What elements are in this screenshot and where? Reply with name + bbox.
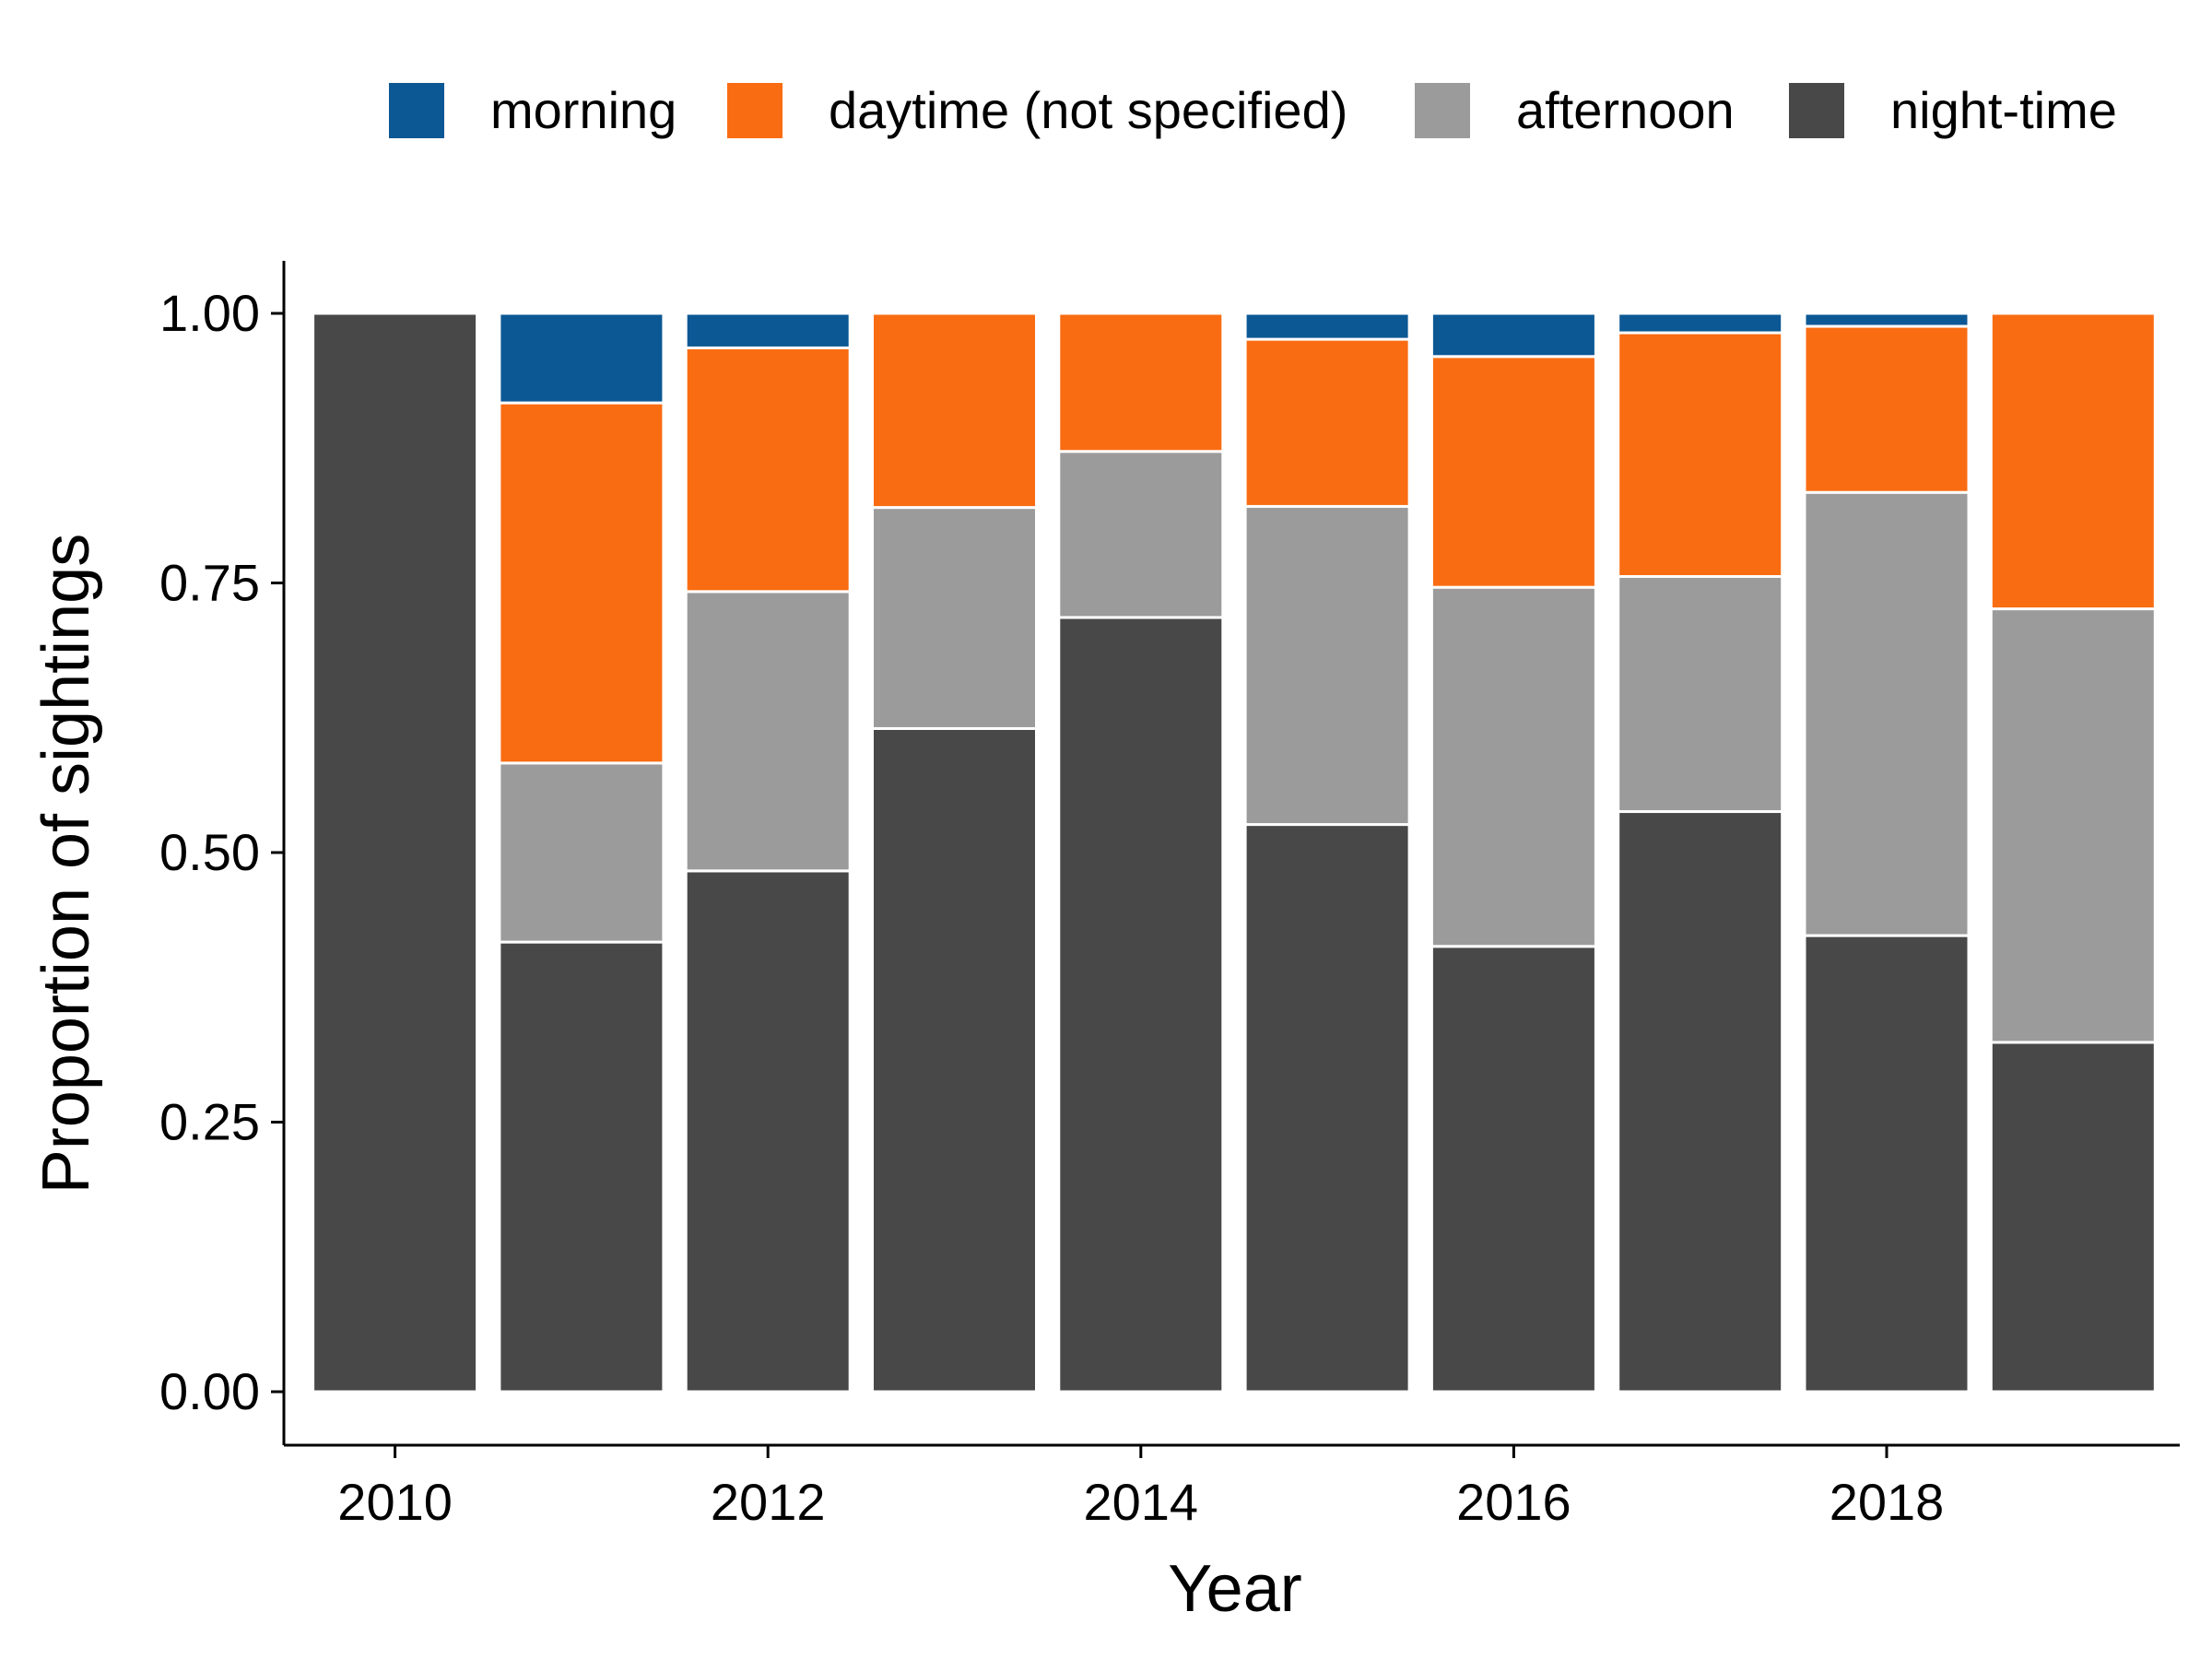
bar-segment-night-time-2018: [1803, 934, 1971, 1394]
y-tick-label: 0.75: [159, 554, 260, 612]
legend: morning daytime (not specified) afternoon n…: [389, 81, 2117, 139]
x-tick-label: 2018: [1830, 1473, 1945, 1531]
bar-segment-daytime-not-specified-2018: [1803, 324, 1971, 494]
legend-swatch-daytime-not-specified: [727, 83, 782, 138]
legend-label-night-time: night-time: [1890, 81, 2117, 139]
bars: [312, 312, 2157, 1394]
legend-label-daytime-not-specified: daytime (not specified): [829, 81, 1347, 139]
legend-swatch-night-time: [1789, 83, 1844, 138]
bar-segment-night-time-2014: [1057, 616, 1225, 1394]
bar-segment-afternoon-2018: [1803, 490, 1971, 937]
y-axis-title: Proportion of sightings: [29, 534, 103, 1194]
legend-label-afternoon: afternoon: [1516, 81, 1735, 139]
bar-segment-daytime-not-specified-2016: [1430, 355, 1597, 589]
bar-segment-afternoon-2015: [1243, 504, 1411, 827]
bar-segment-morning-2011: [498, 312, 665, 405]
bar-segment-daytime-not-specified-2013: [871, 312, 1038, 510]
legend-label-morning: morning: [490, 81, 677, 139]
legend-swatch-afternoon: [1415, 83, 1470, 138]
bar-segment-night-time-2013: [871, 726, 1038, 1394]
legend-swatch-morning: [389, 83, 444, 138]
x-axis-title: Year: [1168, 1552, 1301, 1626]
bar-segment-night-time-2017: [1617, 810, 1784, 1394]
bar-segment-afternoon-2017: [1617, 574, 1784, 814]
x-tick-label: 2016: [1456, 1473, 1571, 1531]
y-tick-label: 0.00: [159, 1362, 260, 1420]
y-tick-label: 0.25: [159, 1093, 260, 1151]
y-tick-label: 0.50: [159, 823, 260, 881]
bar-segment-daytime-not-specified-2014: [1057, 312, 1225, 453]
bar-segment-morning-2017: [1617, 312, 1784, 335]
bar-segment-afternoon-2013: [871, 506, 1038, 730]
bar-segment-afternoon-2019: [1989, 607, 2157, 1044]
bar-segment-daytime-not-specified-2019: [1989, 312, 2157, 611]
x-axis: 2010 2012 2014 2016 2018: [284, 1443, 2180, 1531]
bar-segment-daytime-not-specified-2017: [1617, 331, 1784, 578]
bar-segment-morning-2015: [1243, 312, 1411, 341]
y-axis: 0.00 0.25 0.50 0.75 1.00: [159, 261, 286, 1445]
y-tick-label: 1.00: [159, 284, 260, 342]
bar-segment-night-time-2019: [1989, 1041, 2157, 1394]
bar-segment-night-time-2015: [1243, 823, 1411, 1394]
x-tick-label: 2014: [1084, 1473, 1199, 1531]
bar-segment-night-time-2016: [1430, 945, 1597, 1394]
bar-segment-afternoon-2011: [498, 761, 665, 944]
bar-segment-morning-2018: [1803, 312, 1971, 328]
bar-segment-night-time-2011: [498, 940, 665, 1394]
bar-segment-daytime-not-specified-2015: [1243, 337, 1411, 508]
bar-segment-daytime-not-specified-2012: [684, 346, 852, 594]
bar-segment-morning-2016: [1430, 312, 1597, 359]
bar-segment-night-time-2010: [312, 312, 479, 1394]
bar-segment-night-time-2012: [684, 869, 852, 1394]
bar-segment-morning-2012: [684, 312, 852, 349]
bar-segment-afternoon-2016: [1430, 585, 1597, 948]
bar-segment-afternoon-2014: [1057, 450, 1225, 619]
x-tick-label: 2010: [337, 1473, 453, 1531]
bar-segment-daytime-not-specified-2011: [498, 401, 665, 765]
x-tick-label: 2012: [711, 1473, 826, 1531]
bar-segment-afternoon-2012: [684, 590, 852, 873]
